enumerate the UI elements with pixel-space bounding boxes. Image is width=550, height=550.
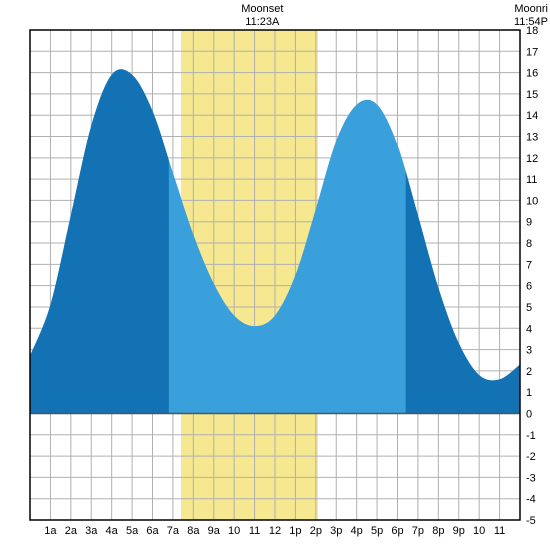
x-tick-label: 7p	[412, 525, 424, 537]
x-tick-label: 1p	[289, 525, 301, 537]
y-tick-label: 0	[526, 408, 532, 420]
y-tick-label: 13	[526, 132, 538, 144]
y-tick-label: 14	[526, 110, 538, 122]
x-tick-label: 7a	[167, 525, 180, 537]
x-tick-label: 4a	[106, 525, 119, 537]
x-tick-label: 9a	[208, 525, 221, 537]
y-tick-label: 1	[526, 387, 532, 399]
x-tick-label: 8p	[432, 525, 444, 537]
y-tick-label: 11	[526, 174, 537, 186]
x-tick-label: 6a	[146, 525, 159, 537]
tide-chart: 1a2a3a4a5a6a7a8a9a1011121p2p3p4p5p6p7p8p…	[0, 0, 550, 550]
chart-svg: 1a2a3a4a5a6a7a8a9a1011121p2p3p4p5p6p7p8p…	[0, 0, 550, 550]
x-tick-label: 12	[269, 525, 281, 537]
y-tick-label: 9	[526, 217, 532, 229]
y-tick-label: -1	[526, 430, 536, 442]
moonrise-time: 11:54P	[514, 16, 548, 28]
x-tick-label: 2p	[310, 525, 322, 537]
y-tick-label: -5	[526, 515, 536, 527]
x-tick-label: 2a	[65, 525, 78, 537]
y-tick-label: 12	[526, 153, 538, 165]
y-tick-label: 17	[526, 46, 538, 58]
x-tick-label: 4p	[351, 525, 363, 537]
x-tick-label: 6p	[391, 525, 403, 537]
moonset-time: 11:23A	[245, 16, 280, 28]
x-tick-label: 1a	[44, 525, 57, 537]
x-tick-label: 8a	[187, 525, 200, 537]
moonrise-title: Moonri	[514, 3, 548, 15]
x-tick-label: 10	[228, 525, 240, 537]
moonset-title: Moonset	[241, 3, 283, 15]
x-tick-label: 11	[494, 525, 505, 537]
y-tick-label: 8	[526, 238, 532, 250]
x-tick-label: 3p	[330, 525, 342, 537]
y-tick-label: 2	[526, 366, 532, 378]
x-tick-label: 11	[249, 525, 260, 537]
x-tick-label: 5p	[371, 525, 383, 537]
x-tick-label: 3a	[85, 525, 98, 537]
y-tick-label: 10	[526, 195, 538, 207]
y-tick-label: 5	[526, 302, 532, 314]
x-tick-label: 9p	[453, 525, 465, 537]
x-tick-label: 10	[473, 525, 485, 537]
y-tick-label: -4	[526, 494, 536, 506]
y-tick-label: 3	[526, 345, 532, 357]
y-tick-label: 7	[526, 259, 532, 271]
y-tick-label: -2	[526, 451, 536, 463]
x-tick-label: 5a	[126, 525, 139, 537]
y-tick-label: 4	[526, 323, 532, 335]
y-tick-label: 15	[526, 89, 538, 101]
y-tick-label: -3	[526, 472, 536, 484]
y-tick-label: 16	[526, 68, 538, 80]
y-tick-label: 6	[526, 281, 532, 293]
